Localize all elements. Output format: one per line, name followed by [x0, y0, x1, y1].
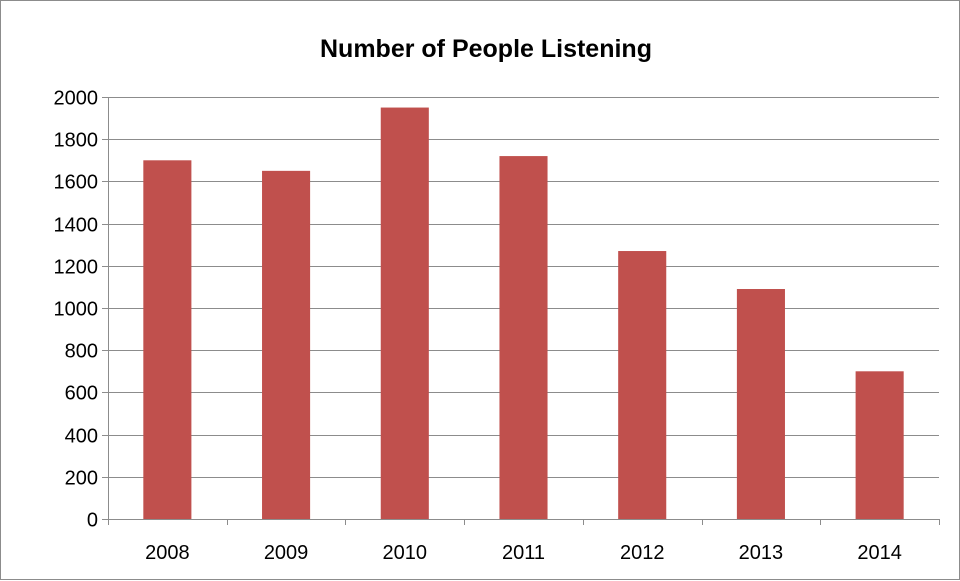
bar-2013	[736, 289, 785, 519]
x-tick-labels: 2008 2009 2010 2011 2012 2013 2014	[145, 542, 902, 564]
y-tick-label: 1400	[54, 215, 99, 237]
x-tick-label: 2012	[620, 542, 665, 564]
bar-2008	[143, 160, 192, 520]
y-tick-label: 1800	[54, 130, 99, 152]
x-tick-label: 2014	[857, 542, 902, 564]
bar-2014	[855, 371, 904, 519]
y-tick-label: 1200	[54, 257, 99, 279]
x-tick-label: 2011	[502, 542, 545, 564]
y-tick-labels: 0 200 400 600 800 1000 1200 1400 1600 1800 2000	[54, 88, 99, 532]
x-tick-label: 2008	[145, 542, 190, 564]
y-tick-label: 600	[65, 383, 98, 405]
y-tick-label: 1600	[54, 172, 99, 194]
y-tick-label: 400	[65, 426, 98, 448]
bar-2010	[380, 107, 429, 520]
y-tick-label: 200	[65, 468, 98, 490]
y-tick-label: 800	[65, 341, 98, 363]
y-tick-label: 0	[87, 510, 98, 532]
axes	[102, 97, 940, 525]
x-tick-label: 2013	[739, 542, 784, 564]
y-tick-label: 2000	[54, 88, 99, 110]
bar-2011	[499, 156, 548, 519]
bars	[143, 107, 904, 520]
bar-2012	[618, 251, 667, 519]
y-tick-label: 1000	[54, 299, 99, 321]
bar-2009	[262, 170, 311, 519]
chart-title: Number of People Listening	[320, 35, 652, 63]
x-tick-label: 2009	[264, 542, 309, 564]
x-tick-label: 2010	[383, 542, 428, 564]
